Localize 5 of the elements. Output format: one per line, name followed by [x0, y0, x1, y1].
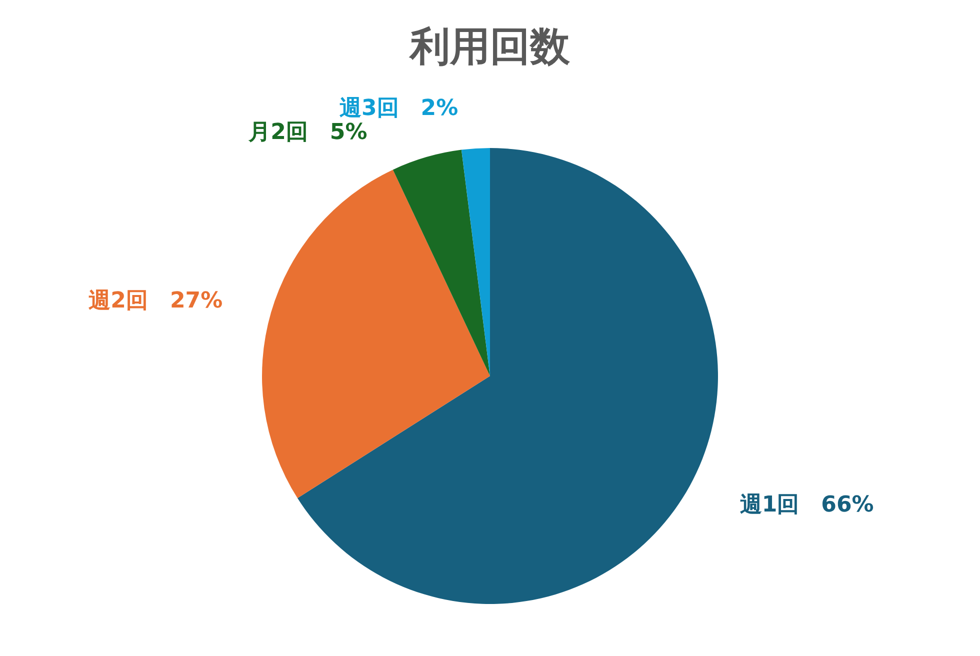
slice-label: 週1回 66%	[740, 492, 874, 518]
slice-label: 月2回 5%	[248, 120, 368, 146]
slice-label: 週3回 2%	[340, 96, 458, 122]
chart-title: 利用回数	[408, 24, 571, 70]
slice-label: 週2回 27%	[88, 288, 223, 314]
